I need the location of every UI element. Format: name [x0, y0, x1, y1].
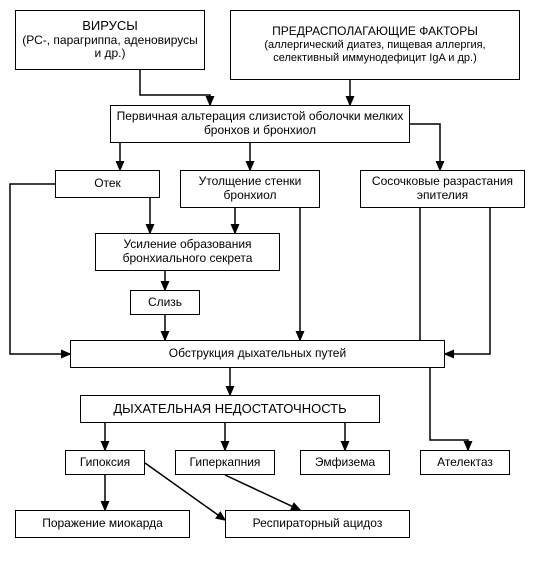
node-predisposing: ПРЕДРАСПОЛАГАЮЩИЕ ФАКТОРЫ(аллергический …: [230, 10, 520, 80]
node-atelectasis: Ателектаз: [420, 450, 510, 475]
node-title: ВИРУСЫ: [20, 19, 200, 34]
node-respiratory_failure: ДЫХАТЕЛЬНАЯ НЕДОСТАТОЧНОСТЬ: [80, 395, 380, 423]
node-secretion: Усиление образования бронхиального секре…: [95, 233, 280, 271]
node-wall_thickening: Утолщение стенки бронхиол: [180, 170, 320, 208]
node-hypoxia: Гипоксия: [65, 450, 145, 475]
node-primary_alteration: Первичная альтерация слизистой оболочки …: [110, 105, 410, 143]
edge-0: [140, 70, 210, 105]
node-papillary: Сосочковые разрастания эпителия: [360, 170, 525, 208]
node-subtitle: (РС-, парагриппа, аденовирусы и др.): [20, 34, 200, 62]
edge-7: [10, 184, 70, 354]
edge-20: [225, 475, 300, 510]
node-title: ПРЕДРАСПОЛАГАЮЩИЕ ФАКТОРЫ: [235, 25, 515, 39]
edges-layer: [0, 0, 535, 569]
node-subtitle: (аллергический диатез, пищевая аллергия,…: [235, 39, 515, 64]
node-emphysema: Эмфизема: [300, 450, 390, 475]
flowchart-canvas: ВИРУСЫ(РС-, парагриппа, аденовирусы и др…: [0, 0, 535, 569]
node-myocardial: Поражение миокарда: [15, 510, 190, 538]
node-hypercapnia: Гиперкапния: [175, 450, 275, 475]
node-mucus: Слизь: [130, 290, 200, 315]
edge-14: [430, 368, 468, 450]
node-acidosis: Респираторный ацидоз: [225, 510, 410, 538]
edge-4: [410, 124, 440, 170]
edge-11: [420, 208, 445, 354]
node-edema: Отек: [55, 170, 160, 198]
node-obstruction: Обструкция дыхательных путей: [70, 340, 445, 368]
node-viruses: ВИРУСЫ(РС-, парагриппа, аденовирусы и др…: [15, 10, 205, 70]
edge-12: [445, 208, 490, 354]
